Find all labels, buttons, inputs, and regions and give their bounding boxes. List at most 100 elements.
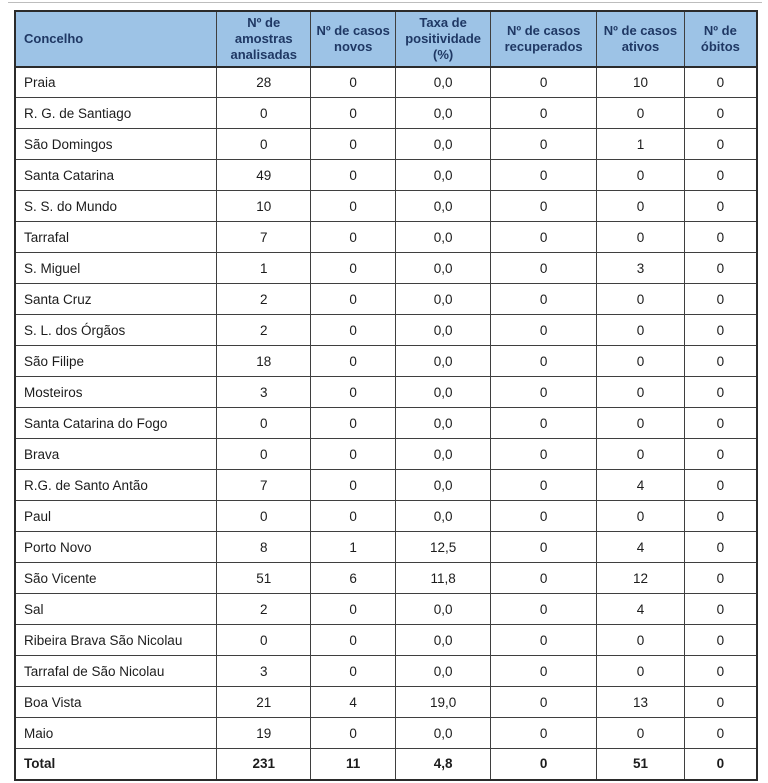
value-cell: 0 xyxy=(490,190,598,223)
value-cell: 0 xyxy=(683,345,758,378)
value-cell: 0,0 xyxy=(395,624,492,657)
table-header: Concelho Nº de amostras analisadas Nº de c… xyxy=(14,10,758,68)
column-header-concelho: Concelho xyxy=(14,10,218,68)
concelho-cell: Total xyxy=(14,748,218,781)
value-cell: 0 xyxy=(596,624,685,657)
value-cell: 0 xyxy=(683,252,758,285)
value-cell: 0 xyxy=(490,97,598,130)
table-row: Santa Catarina do Fogo 0 0 0,0 0 0 0 xyxy=(14,407,758,440)
value-cell: 4 xyxy=(596,531,685,564)
value-cell: 11,8 xyxy=(395,562,492,595)
value-cell: 0 xyxy=(490,624,598,657)
value-cell: 2 xyxy=(216,283,312,316)
value-cell: 0 xyxy=(683,686,758,719)
value-cell: 0 xyxy=(683,376,758,409)
table-body: Praia 28 0 0,0 0 10 0 R. G. de Santiago 0 0 0,0 0 0 0… xyxy=(14,66,758,781)
value-cell: 0,0 xyxy=(395,593,492,626)
value-cell: 3 xyxy=(596,252,685,285)
value-cell: 0 xyxy=(490,407,598,440)
value-cell: 19 xyxy=(216,717,312,750)
value-cell: 0 xyxy=(310,624,397,657)
value-cell: 0 xyxy=(310,376,397,409)
value-cell: 0 xyxy=(596,97,685,130)
value-cell: 0 xyxy=(310,314,397,347)
value-cell: 19,0 xyxy=(395,686,492,719)
concelho-cell: Sal xyxy=(14,593,218,626)
value-cell: 0 xyxy=(310,190,397,223)
value-cell: 0 xyxy=(310,159,397,192)
table-row: Ribeira Brava São Nicolau 0 0 0,0 0 0 0 xyxy=(14,624,758,657)
concelho-cell: Maio xyxy=(14,717,218,750)
concelho-cell: Tarrafal de São Nicolau xyxy=(14,655,218,688)
value-cell: 0 xyxy=(596,190,685,223)
value-cell: 4 xyxy=(596,469,685,502)
value-cell: 0,0 xyxy=(395,252,492,285)
value-cell: 0 xyxy=(310,593,397,626)
value-cell: 0 xyxy=(683,283,758,316)
value-cell: 0 xyxy=(310,438,397,471)
value-cell: 0 xyxy=(310,66,397,99)
value-cell: 0 xyxy=(216,128,312,161)
value-cell: 0 xyxy=(490,593,598,626)
value-cell: 18 xyxy=(216,345,312,378)
value-cell: 0 xyxy=(490,159,598,192)
value-cell: 0,0 xyxy=(395,469,492,502)
value-cell: 0 xyxy=(310,655,397,688)
value-cell: 0 xyxy=(683,438,758,471)
value-cell: 0 xyxy=(683,748,758,781)
value-cell: 0,0 xyxy=(395,717,492,750)
table-row: São Domingos 0 0 0,0 0 1 0 xyxy=(14,128,758,161)
value-cell: 0 xyxy=(596,345,685,378)
value-cell: 1 xyxy=(596,128,685,161)
table-row: S. S. do Mundo 10 0 0,0 0 0 0 xyxy=(14,190,758,223)
value-cell: 0 xyxy=(596,717,685,750)
value-cell: 0,0 xyxy=(395,345,492,378)
value-cell: 0 xyxy=(310,283,397,316)
concelho-cell: Mosteiros xyxy=(14,376,218,409)
value-cell: 0 xyxy=(683,128,758,161)
value-cell: 0 xyxy=(596,376,685,409)
table-total-row: Total 231 11 4,8 0 51 0 xyxy=(14,748,758,781)
value-cell: 10 xyxy=(216,190,312,223)
concelho-cell: Santa Catarina xyxy=(14,159,218,192)
value-cell: 0 xyxy=(683,531,758,564)
value-cell: 0,0 xyxy=(395,66,492,99)
table-row: Maio 19 0 0,0 0 0 0 xyxy=(14,717,758,750)
value-cell: 0 xyxy=(310,128,397,161)
value-cell: 49 xyxy=(216,159,312,192)
value-cell: 0 xyxy=(490,128,598,161)
value-cell: 0 xyxy=(683,469,758,502)
table-row: Sal 2 0 0,0 0 4 0 xyxy=(14,593,758,626)
value-cell: 0 xyxy=(310,97,397,130)
concelho-cell: São Vicente xyxy=(14,562,218,595)
value-cell: 0 xyxy=(683,159,758,192)
value-cell: 0 xyxy=(490,531,598,564)
value-cell: 0 xyxy=(596,500,685,533)
value-cell: 13 xyxy=(596,686,685,719)
value-cell: 0 xyxy=(596,407,685,440)
value-cell: 1 xyxy=(310,531,397,564)
value-cell: 6 xyxy=(310,562,397,595)
value-cell: 0 xyxy=(490,221,598,254)
value-cell: 0 xyxy=(310,252,397,285)
concelho-cell: Porto Novo xyxy=(14,531,218,564)
value-cell: 0,0 xyxy=(395,221,492,254)
covid-concelho-table: Concelho Nº de amostras analisadas Nº de c… xyxy=(14,10,758,781)
value-cell: 0 xyxy=(683,190,758,223)
table-row: Tarrafal de São Nicolau 3 0 0,0 0 0 0 xyxy=(14,655,758,688)
value-cell: 0 xyxy=(490,562,598,595)
table-row: Mosteiros 3 0 0,0 0 0 0 xyxy=(14,376,758,409)
value-cell: 0,0 xyxy=(395,376,492,409)
value-cell: 0 xyxy=(490,686,598,719)
concelho-cell: Santa Cruz xyxy=(14,283,218,316)
concelho-cell: R. G. de Santiago xyxy=(14,97,218,130)
value-cell: 0 xyxy=(490,66,598,99)
value-cell: 0 xyxy=(683,221,758,254)
value-cell: 4 xyxy=(596,593,685,626)
concelho-cell: Ribeira Brava São Nicolau xyxy=(14,624,218,657)
value-cell: 0 xyxy=(490,283,598,316)
value-cell: 0,0 xyxy=(395,655,492,688)
value-cell: 1 xyxy=(216,252,312,285)
value-cell: 0 xyxy=(490,655,598,688)
